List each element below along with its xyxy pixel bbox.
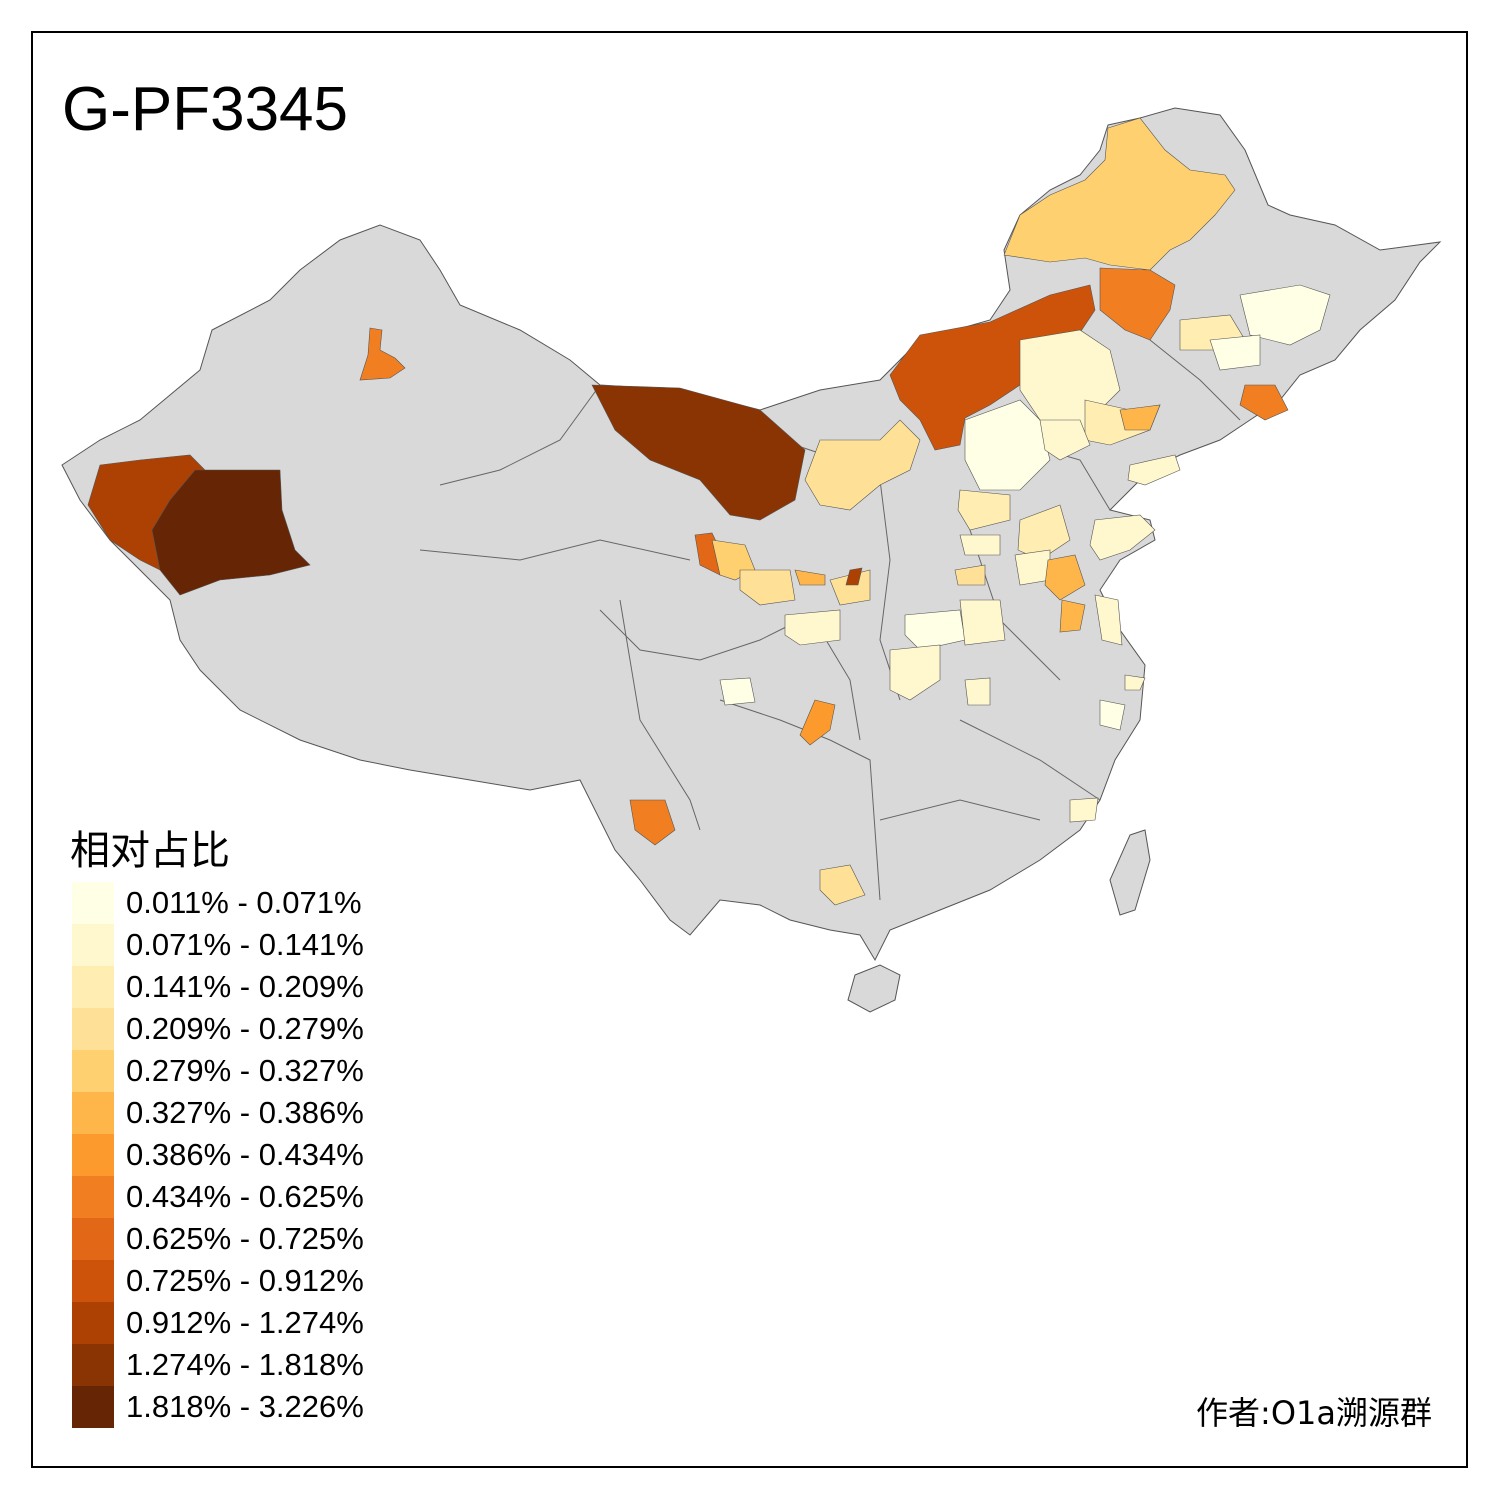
- map-frame: [31, 31, 1468, 1468]
- region-fujian: [1069, 797, 1099, 823]
- region-shanghai-area: [1124, 674, 1146, 691]
- legend-item: 0.725% - 0.912%: [72, 1260, 364, 1302]
- legend-swatch: [72, 1302, 114, 1344]
- legend-label: 0.434% - 0.625%: [126, 1179, 364, 1214]
- region-hebei-north: [964, 399, 1051, 491]
- legend-item: 0.625% - 0.725%: [72, 1218, 364, 1260]
- legend-item: 0.434% - 0.625%: [72, 1176, 364, 1218]
- region-altay: [359, 327, 406, 381]
- legend-label: 0.209% - 0.279%: [126, 1011, 364, 1046]
- region-changbai: [1209, 334, 1261, 371]
- region-hubei-mid: [964, 677, 991, 706]
- legend-swatch: [72, 1218, 114, 1260]
- region-zhejiang-north: [1099, 699, 1126, 731]
- region-henan-east: [959, 599, 1006, 646]
- legend-label: 1.274% - 1.818%: [126, 1347, 364, 1382]
- legend-swatch: [72, 1260, 114, 1302]
- legend-item: 1.818% - 3.226%: [72, 1386, 364, 1428]
- region-liaoning: [1119, 404, 1161, 431]
- legend-label: 0.071% - 0.141%: [126, 927, 364, 962]
- legend-swatch: [72, 1050, 114, 1092]
- region-shaanxi-south: [784, 609, 841, 646]
- region-shanxi-mid: [959, 534, 1001, 556]
- region-shandong: [1089, 514, 1156, 561]
- region-dalian: [1127, 454, 1181, 486]
- legend-item: 0.011% - 0.071%: [72, 882, 364, 924]
- legend-swatch: [72, 1008, 114, 1050]
- region-yanan: [845, 567, 863, 586]
- legend-swatch: [72, 924, 114, 966]
- region-gansu-south: [739, 569, 796, 606]
- taiwan-island: [1109, 829, 1151, 916]
- legend-label: 0.011% - 0.071%: [126, 885, 362, 920]
- region-hebei-south: [1017, 504, 1071, 561]
- region-sichuan-west: [719, 677, 756, 706]
- legend-label: 1.818% - 3.226%: [126, 1389, 364, 1424]
- region-henan-west: [904, 609, 966, 651]
- hainan-island: [847, 964, 901, 1013]
- author-credit: 作者:O1a溯源群: [1196, 1394, 1432, 1432]
- region-xingan: [1099, 267, 1176, 341]
- legend-swatch: [72, 1344, 114, 1386]
- legend-item: 1.274% - 1.818%: [72, 1344, 364, 1386]
- legend-label: 0.912% - 1.274%: [126, 1305, 364, 1340]
- region-jiangsu-north: [1094, 594, 1123, 646]
- region-henan-mid: [954, 564, 986, 586]
- region-yanbian: [1239, 384, 1289, 421]
- region-guizhou: [819, 864, 866, 906]
- region-hotan: [151, 469, 311, 596]
- region-chongqing: [799, 699, 836, 746]
- legend-item: 0.279% - 0.327%: [72, 1050, 364, 1092]
- legend-swatch: [72, 882, 114, 924]
- legend-item: 0.209% - 0.279%: [72, 1008, 364, 1050]
- region-hubei-north: [889, 644, 941, 701]
- country-outline: [61, 107, 1442, 962]
- legend-label: 0.141% - 0.209%: [126, 969, 364, 1004]
- legend-label: 0.625% - 0.725%: [126, 1221, 364, 1256]
- legend-title: 相对占比: [70, 828, 230, 874]
- region-beijing-area: [1039, 419, 1091, 461]
- legend-item: 0.327% - 0.386%: [72, 1092, 364, 1134]
- legend-swatch: [72, 1176, 114, 1218]
- region-ordos: [804, 419, 921, 511]
- legend-label: 0.725% - 0.912%: [126, 1263, 364, 1298]
- legend-swatch: [72, 1092, 114, 1134]
- map-title: G-PF3345: [62, 75, 349, 144]
- legend-swatch: [72, 966, 114, 1008]
- region-alxa: [591, 384, 806, 521]
- legend-item: 0.071% - 0.141%: [72, 924, 364, 966]
- legend-label: 0.327% - 0.386%: [126, 1095, 364, 1130]
- legend-item: 0.912% - 1.274%: [72, 1302, 364, 1344]
- region-heilongjiang: [1239, 284, 1331, 346]
- region-xuzhou: [1044, 554, 1086, 601]
- province-borders: [419, 339, 1241, 901]
- region-linyi: [1059, 599, 1086, 633]
- legend-swatch: [72, 1134, 114, 1176]
- data-regions: [87, 117, 1331, 906]
- region-yunnan-west: [629, 799, 676, 846]
- legend-item: 0.386% - 0.434%: [72, 1134, 364, 1176]
- legend-swatch: [72, 1386, 114, 1428]
- legend-label: 0.279% - 0.327%: [126, 1053, 364, 1088]
- legend-label: 0.386% - 0.434%: [126, 1137, 364, 1172]
- region-ningxia: [794, 569, 826, 586]
- region-henan-north: [1014, 549, 1051, 586]
- legend-item: 0.141% - 0.209%: [72, 966, 364, 1008]
- legend: 0.011% - 0.071% 0.071% - 0.141% 0.141% - 0…: [72, 882, 364, 1428]
- region-shanxi-north: [957, 489, 1011, 531]
